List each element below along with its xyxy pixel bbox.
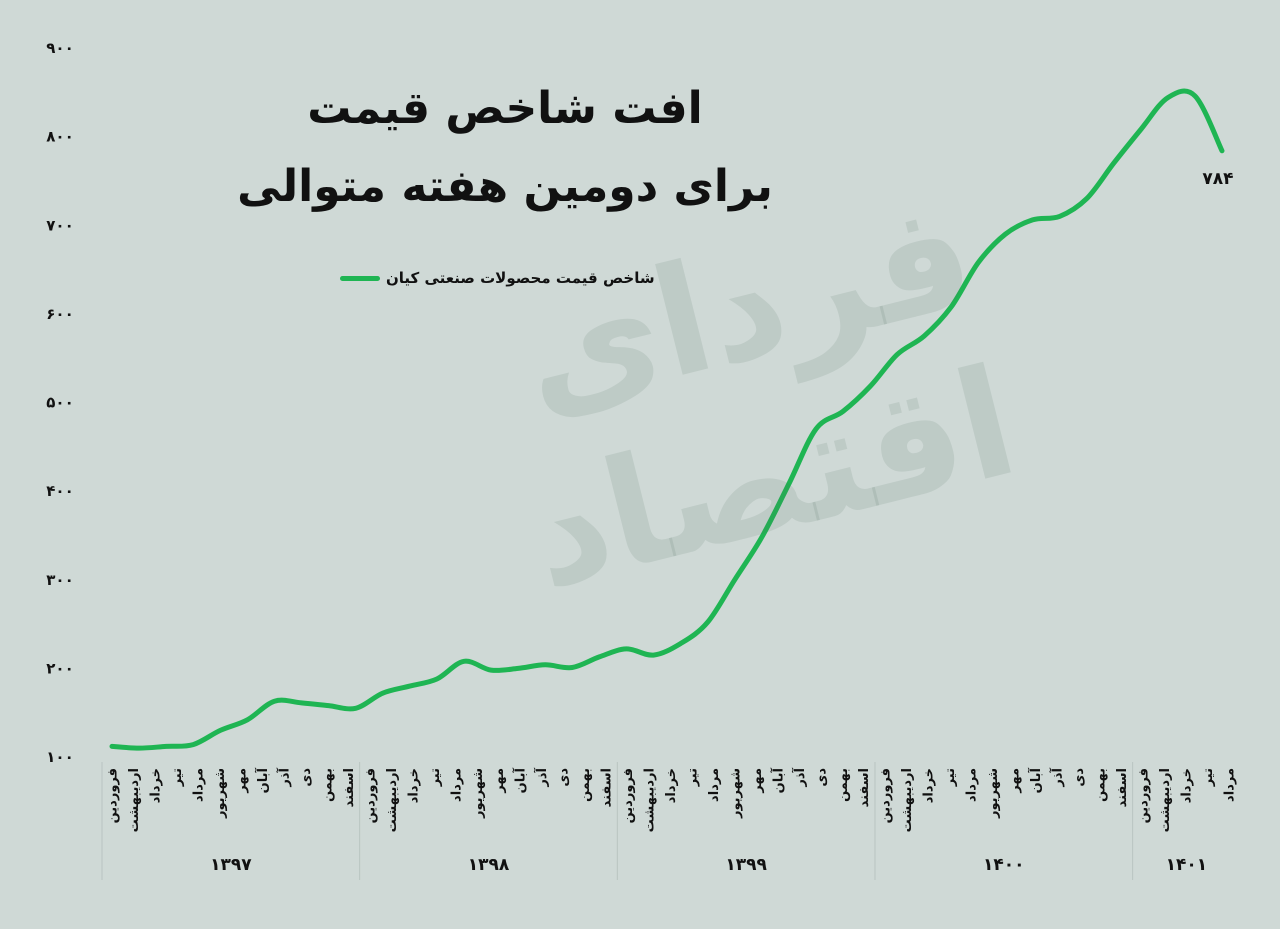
x-tick-label: خرداد bbox=[664, 768, 679, 803]
x-tick-label: فروردین bbox=[879, 768, 894, 823]
y-tick-label: ۸۰۰ bbox=[46, 128, 73, 146]
year-label: ۱۳۹۸ bbox=[468, 855, 510, 875]
x-tick-label: بهمن bbox=[1093, 768, 1108, 802]
title-line-1: افت شاخص قیمت bbox=[307, 83, 703, 134]
series: ۷۸۴ bbox=[109, 88, 1234, 751]
y-tick-label: ۴۰۰ bbox=[46, 482, 73, 500]
x-tick-label: فروردین bbox=[363, 768, 378, 823]
x-tick-label: شهریور bbox=[986, 768, 1001, 819]
x-tick-label: اردیبهشت bbox=[643, 768, 658, 832]
x-tick-label: آذر bbox=[276, 767, 293, 787]
x-tick-label: اردیبهشت bbox=[127, 768, 142, 832]
x-tick-label: مرداد bbox=[192, 768, 207, 802]
year-label: ۱۴۰۰ bbox=[983, 855, 1025, 875]
x-tick-label: مرداد bbox=[449, 768, 464, 802]
x-tick-label: دی bbox=[1072, 768, 1087, 787]
y-tick-label: ۲۰۰ bbox=[46, 659, 73, 677]
y-tick-label: ۹۰۰ bbox=[46, 39, 73, 57]
x-tick-label: اردیبهشت bbox=[1158, 768, 1173, 832]
y-tick-label: ۳۰۰ bbox=[46, 571, 73, 589]
x-tick-label: دی bbox=[299, 768, 314, 787]
x-tick-label: فروردین bbox=[621, 768, 636, 823]
x-tick-label: خرداد bbox=[1179, 768, 1194, 803]
series-line bbox=[109, 88, 1225, 751]
legend-label: شاخص قیمت محصولات صنعتی کیان bbox=[386, 269, 655, 287]
year-label: ۱۳۹۷ bbox=[210, 855, 252, 875]
x-tick-label: آذر bbox=[533, 767, 550, 787]
y-tick-label: ۱۰۰ bbox=[46, 748, 73, 766]
x-tick-label: آذر bbox=[1048, 767, 1065, 787]
y-tick-label: ۶۰۰ bbox=[46, 305, 73, 323]
x-tick-label: فروردین bbox=[106, 768, 121, 823]
x-tick-label: آبان bbox=[254, 767, 271, 793]
x-tick-label: خرداد bbox=[406, 768, 421, 803]
x-tick-label: مهر bbox=[492, 768, 507, 794]
x-tick-label: آبان bbox=[1027, 767, 1044, 793]
y-tick-label: ۵۰۰ bbox=[46, 394, 73, 412]
title-line-2: برای دومین هفته متوالی bbox=[237, 161, 773, 212]
x-tick-label: اردیبهشت bbox=[900, 768, 915, 832]
legend: شاخص قیمت محصولات صنعتی کیان bbox=[340, 266, 655, 290]
chart-title: افت شاخص قیمت برای دومین هفته متوالی bbox=[200, 70, 810, 226]
end-value-label: ۷۸۴ bbox=[1202, 169, 1233, 189]
x-tick-label: آبان bbox=[769, 767, 786, 793]
y-axis: ۱۰۰ ۲۰۰ ۳۰۰ ۴۰۰ ۵۰۰ ۶۰۰ ۷۰۰ ۸۰۰ ۹۰۰ bbox=[46, 39, 73, 766]
x-tick-label: تیر bbox=[943, 768, 958, 787]
x-tick-label: بهمن bbox=[578, 768, 593, 802]
x-tick-label: شهریور bbox=[213, 768, 228, 819]
x-tick-label: خرداد bbox=[922, 768, 937, 803]
x-tick-label: آذر bbox=[791, 767, 808, 787]
legend-swatch bbox=[340, 275, 380, 281]
x-tick-label: بهمن bbox=[836, 768, 851, 802]
x-tick-label: دی bbox=[557, 768, 572, 787]
x-tick-label: مهر bbox=[1008, 768, 1023, 794]
x-tick-label: اسفند bbox=[342, 768, 357, 807]
x-axis: ۱۳۹۷ ۱۳۹۸ ۱۳۹۹ ۱۴۰۰ ۱۴۰۱ فروردین اردیبهشت خرداد… bbox=[101, 762, 1237, 880]
x-tick-label: بهمن bbox=[320, 768, 335, 802]
x-tick-label: تیر bbox=[428, 768, 443, 787]
x-tick-label: فروردین bbox=[1136, 768, 1151, 823]
x-tick-label: اسفند bbox=[1115, 768, 1130, 807]
x-tick-label: تیر bbox=[170, 768, 185, 787]
x-tick-label: آبان bbox=[512, 767, 529, 793]
x-tick-label: مهر bbox=[235, 768, 250, 794]
x-tick-label: اردیبهشت bbox=[385, 768, 400, 832]
x-tick-label: مرداد bbox=[965, 768, 980, 802]
x-tick-label: تیر bbox=[685, 768, 700, 787]
x-tick-label: مرداد bbox=[707, 768, 722, 802]
x-tick-label: شهریور bbox=[471, 768, 486, 819]
x-tick-label: اسفند bbox=[600, 768, 615, 807]
y-tick-label: ۷۰۰ bbox=[46, 216, 73, 234]
x-tick-label: دی bbox=[814, 768, 829, 787]
x-tick-label: مرداد bbox=[1222, 768, 1237, 802]
x-tick-label: خرداد bbox=[149, 768, 164, 803]
year-label: ۱۳۹۹ bbox=[725, 855, 767, 875]
x-tick-label: شهریور bbox=[728, 768, 743, 819]
x-tick-label: اسفند bbox=[857, 768, 872, 807]
x-tick-label: مهر bbox=[750, 768, 765, 794]
year-label: ۱۴۰۱ bbox=[1166, 855, 1208, 875]
x-tick-label: تیر bbox=[1201, 768, 1216, 787]
